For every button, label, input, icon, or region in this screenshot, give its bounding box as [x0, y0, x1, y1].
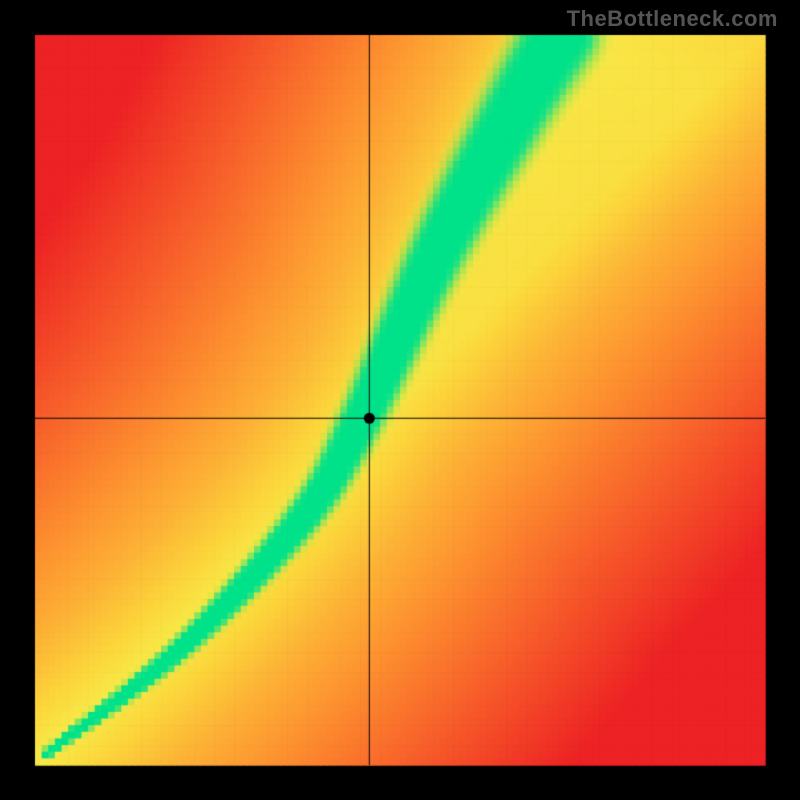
watermark-text: TheBottleneck.com: [567, 6, 778, 32]
bottleneck-heatmap: [0, 0, 800, 800]
chart-container: { "watermark": { "text": "TheBottleneck.…: [0, 0, 800, 800]
